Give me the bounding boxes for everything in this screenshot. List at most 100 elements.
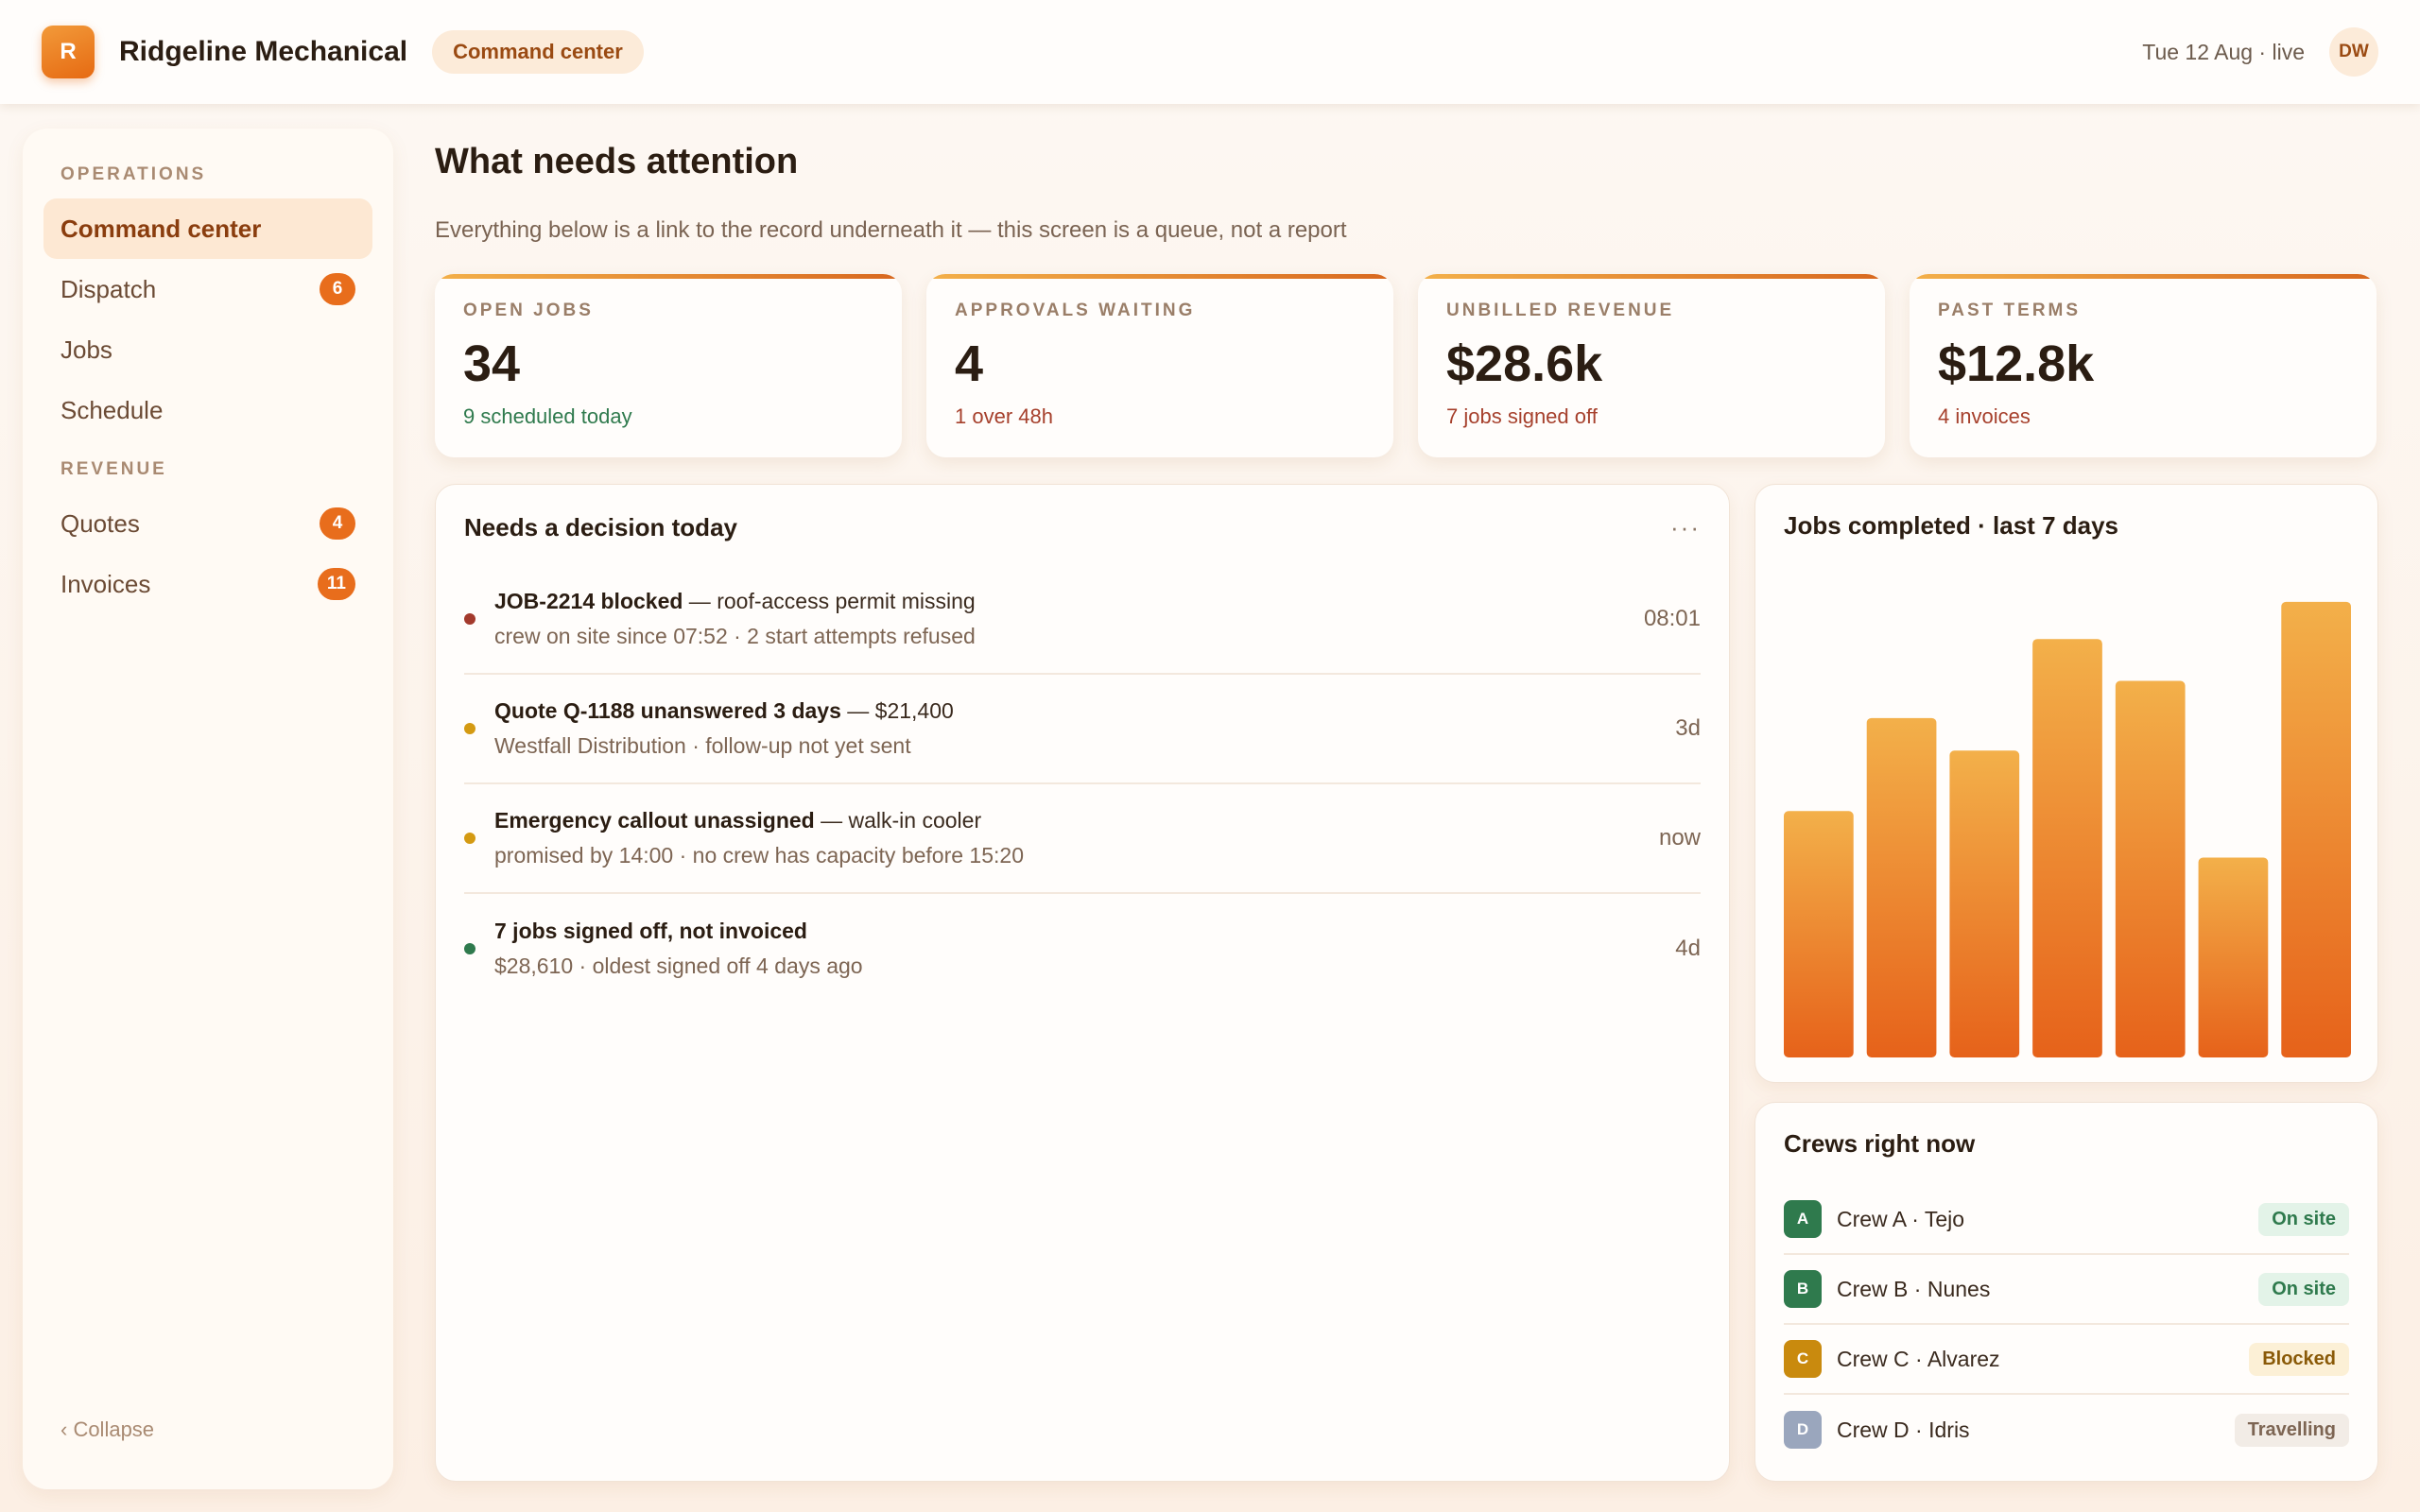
- crews-title: Crews right now: [1784, 1129, 1976, 1158]
- priority-dot-icon: [464, 723, 475, 734]
- kpi-card-approvals-waiting[interactable]: APPROVALS WAITING 4 1 over 48h: [926, 274, 1393, 457]
- sidebar-item-invoices[interactable]: Invoices 11: [43, 554, 372, 614]
- sidebar-item-dispatch[interactable]: Dispatch 6: [43, 259, 372, 319]
- chart-bar-5[interactable]: [2115, 680, 2186, 1057]
- chart-bar-1[interactable]: [1784, 811, 1854, 1057]
- kpi-value: $28.6k: [1446, 335, 1603, 392]
- kpi-card-unbilled-revenue[interactable]: UNBILLED REVENUE $28.6k 7 jobs signed of…: [1418, 274, 1885, 457]
- status-badge: Travelling: [2234, 1413, 2349, 1447]
- decision-text: Emergency callout unassigned — walk-in c…: [494, 808, 1659, 868]
- sidebar-item-schedule[interactable]: Schedule: [43, 380, 372, 440]
- decision-time: 3d: [1675, 715, 1701, 741]
- kpi-subtext: 1 over 48h: [955, 404, 1053, 428]
- crew-avatar: B: [1784, 1270, 1822, 1308]
- kpi-label: UNBILLED REVENUE: [1446, 301, 1675, 320]
- crew-row[interactable]: D Crew D · Idris Travelling: [1784, 1395, 2349, 1465]
- decision-headline-bold: 7 jobs signed off, not invoiced: [494, 919, 807, 943]
- crews-card: Crews right now A Crew A · Tejo On site …: [1754, 1102, 2378, 1482]
- count-badge: 11: [317, 568, 355, 600]
- more-options-button[interactable]: ···: [1670, 513, 1701, 541]
- date-status: Tue 12 Aug · live: [2142, 39, 2305, 64]
- kpi-value: 4: [955, 335, 984, 392]
- kpi-subtext: 4 invoices: [1938, 404, 2031, 428]
- decision-headline-bold: Emergency callout unassigned: [494, 808, 815, 833]
- chart-title: Jobs completed · last 7 days: [1784, 511, 2119, 540]
- decision-list: JOB-2214 blocked — roof-access permit mi…: [464, 565, 1701, 1004]
- decision-headline-rest: — roof-access permit missing: [683, 589, 976, 613]
- decision-headline: Quote Q-1188 unanswered 3 days — $21,400: [494, 698, 1675, 724]
- crew-row[interactable]: A Crew A · Tejo On site: [1784, 1185, 2349, 1255]
- decision-headline: 7 jobs signed off, not invoiced: [494, 919, 1675, 944]
- sidebar-item-label: Invoices: [60, 569, 151, 598]
- sidebar-item-jobs[interactable]: Jobs: [43, 319, 372, 380]
- decision-time: now: [1658, 825, 1701, 850]
- page-subtitle: Everything below is a link to the record…: [435, 217, 1347, 243]
- sidebar-item-command-center[interactable]: Command center: [43, 198, 372, 259]
- user-avatar[interactable]: DW: [2329, 27, 2378, 77]
- count-badge: 6: [320, 273, 355, 305]
- decision-text: JOB-2214 blocked — roof-access permit mi…: [494, 589, 1644, 649]
- sidebar-item-label: Dispatch: [60, 274, 157, 303]
- status-badge: Blocked: [2249, 1342, 2349, 1376]
- app-name: Ridgeline Mechanical: [119, 36, 408, 67]
- decision-item[interactable]: JOB-2214 blocked — roof-access permit mi…: [464, 565, 1701, 675]
- top-bar: R Ridgeline Mechanical Command center Tu…: [0, 0, 2420, 104]
- crew-avatar: D: [1784, 1411, 1822, 1449]
- sidebar-item-label: Quotes: [60, 508, 140, 538]
- app-logo[interactable]: R: [42, 26, 95, 78]
- crew-name: Crew D · Idris: [1837, 1417, 1970, 1442]
- chart-bar-2[interactable]: [1866, 717, 1937, 1057]
- chart-bar-3[interactable]: [1949, 750, 2020, 1057]
- count-badge: 4: [320, 507, 355, 540]
- sidebar-item-label: Schedule: [60, 395, 164, 424]
- decision-headline: Emergency callout unassigned — walk-in c…: [494, 808, 1659, 833]
- sidebar-section-operations: OPERATIONS: [60, 164, 207, 184]
- status-badge: On site: [2258, 1202, 2349, 1236]
- decision-detail: Westfall Distribution · follow-up not ye…: [494, 733, 911, 758]
- decision-detail: $28,610 · oldest signed off 4 days ago: [494, 954, 863, 978]
- decision-detail: promised by 14:00 · no crew has capacity…: [494, 843, 1024, 868]
- context-chip: Command center: [432, 30, 644, 74]
- collapse-sidebar-button[interactable]: ‹ Collapse: [60, 1418, 155, 1441]
- decision-text: 7 jobs signed off, not invoiced $28,610 …: [494, 919, 1675, 979]
- sidebar-item-quotes[interactable]: Quotes 4: [43, 493, 372, 554]
- decision-headline-rest: — walk-in cooler: [814, 808, 982, 833]
- crew-name: Crew C · Alvarez: [1837, 1346, 2000, 1371]
- crew-row[interactable]: C Crew C · Alvarez Blocked: [1784, 1325, 2349, 1395]
- chart-bar-6[interactable]: [2198, 857, 2269, 1057]
- decision-detail: crew on site since 07:52 · 2 start attem…: [494, 624, 976, 648]
- chart-bar-7[interactable]: [2281, 601, 2351, 1057]
- priority-dot-icon: [464, 613, 475, 625]
- chart-bars: [1784, 601, 2351, 1057]
- kpi-value: $12.8k: [1938, 335, 2095, 392]
- page-title: What needs attention: [435, 142, 799, 181]
- jobs-chart-card: Jobs completed · last 7 days: [1754, 484, 2378, 1083]
- crew-row[interactable]: B Crew B · Nunes On site: [1784, 1255, 2349, 1325]
- decisions-card: Needs a decision today ··· JOB-2214 bloc…: [435, 484, 1730, 1482]
- crew-name: Crew A · Tejo: [1837, 1206, 1965, 1231]
- kpi-subtext: 7 jobs signed off: [1446, 404, 1598, 428]
- decision-headline-bold: JOB-2214 blocked: [494, 589, 683, 613]
- sidebar-item-label: Command center: [60, 214, 262, 243]
- decisions-title: Needs a decision today: [464, 513, 737, 541]
- decision-item[interactable]: Emergency callout unassigned — walk-in c…: [464, 784, 1701, 894]
- kpi-label: APPROVALS WAITING: [955, 301, 1196, 320]
- sidebar: OPERATIONS Command center Dispatch 6 Job…: [23, 129, 393, 1489]
- kpi-card-past-terms[interactable]: PAST TERMS $12.8k 4 invoices: [1910, 274, 2377, 457]
- decision-item[interactable]: 7 jobs signed off, not invoiced $28,610 …: [464, 894, 1701, 1004]
- decision-text: Quote Q-1188 unanswered 3 days — $21,400…: [494, 698, 1675, 759]
- decision-item[interactable]: Quote Q-1188 unanswered 3 days — $21,400…: [464, 675, 1701, 784]
- sidebar-item-label: Jobs: [60, 335, 112, 364]
- chart-bar-4[interactable]: [2032, 639, 2102, 1057]
- kpi-label: PAST TERMS: [1938, 301, 2082, 320]
- priority-dot-icon: [464, 943, 475, 954]
- kpi-card-open-jobs[interactable]: OPEN JOBS 34 9 scheduled today: [435, 274, 902, 457]
- decision-headline-bold: Quote Q-1188 unanswered 3 days: [494, 698, 841, 723]
- sidebar-section-revenue: REVENUE: [60, 459, 167, 479]
- status-badge: On site: [2258, 1272, 2349, 1306]
- crew-avatar: C: [1784, 1340, 1822, 1378]
- jobs-bar-chart: [1784, 601, 2351, 1057]
- crew-avatar: A: [1784, 1200, 1822, 1238]
- priority-dot-icon: [464, 833, 475, 844]
- kpi-subtext: 9 scheduled today: [463, 404, 632, 428]
